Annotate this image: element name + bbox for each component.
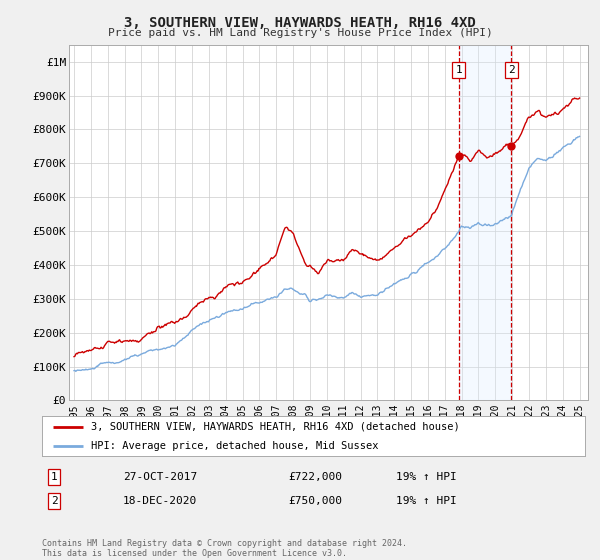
Text: £750,000: £750,000 [288, 496, 342, 506]
Text: HPI: Average price, detached house, Mid Sussex: HPI: Average price, detached house, Mid … [91, 441, 379, 450]
Text: £722,000: £722,000 [288, 472, 342, 482]
Text: 19% ↑ HPI: 19% ↑ HPI [396, 472, 457, 482]
Text: 2: 2 [508, 65, 515, 75]
Text: 27-OCT-2017: 27-OCT-2017 [123, 472, 197, 482]
Text: 1: 1 [50, 472, 58, 482]
Bar [458, 45, 511, 400]
Text: 19% ↑ HPI: 19% ↑ HPI [396, 496, 457, 506]
Text: Price paid vs. HM Land Registry's House Price Index (HPI): Price paid vs. HM Land Registry's House … [107, 28, 493, 38]
Text: Contains HM Land Registry data © Crown copyright and database right 2024.
This d: Contains HM Land Registry data © Crown c… [42, 539, 407, 558]
Text: 1: 1 [455, 65, 462, 75]
Text: 3, SOUTHERN VIEW, HAYWARDS HEATH, RH16 4XD: 3, SOUTHERN VIEW, HAYWARDS HEATH, RH16 4… [124, 16, 476, 30]
Text: 3, SOUTHERN VIEW, HAYWARDS HEATH, RH16 4XD (detached house): 3, SOUTHERN VIEW, HAYWARDS HEATH, RH16 4… [91, 422, 460, 432]
Text: 18-DEC-2020: 18-DEC-2020 [123, 496, 197, 506]
Text: 2: 2 [50, 496, 58, 506]
